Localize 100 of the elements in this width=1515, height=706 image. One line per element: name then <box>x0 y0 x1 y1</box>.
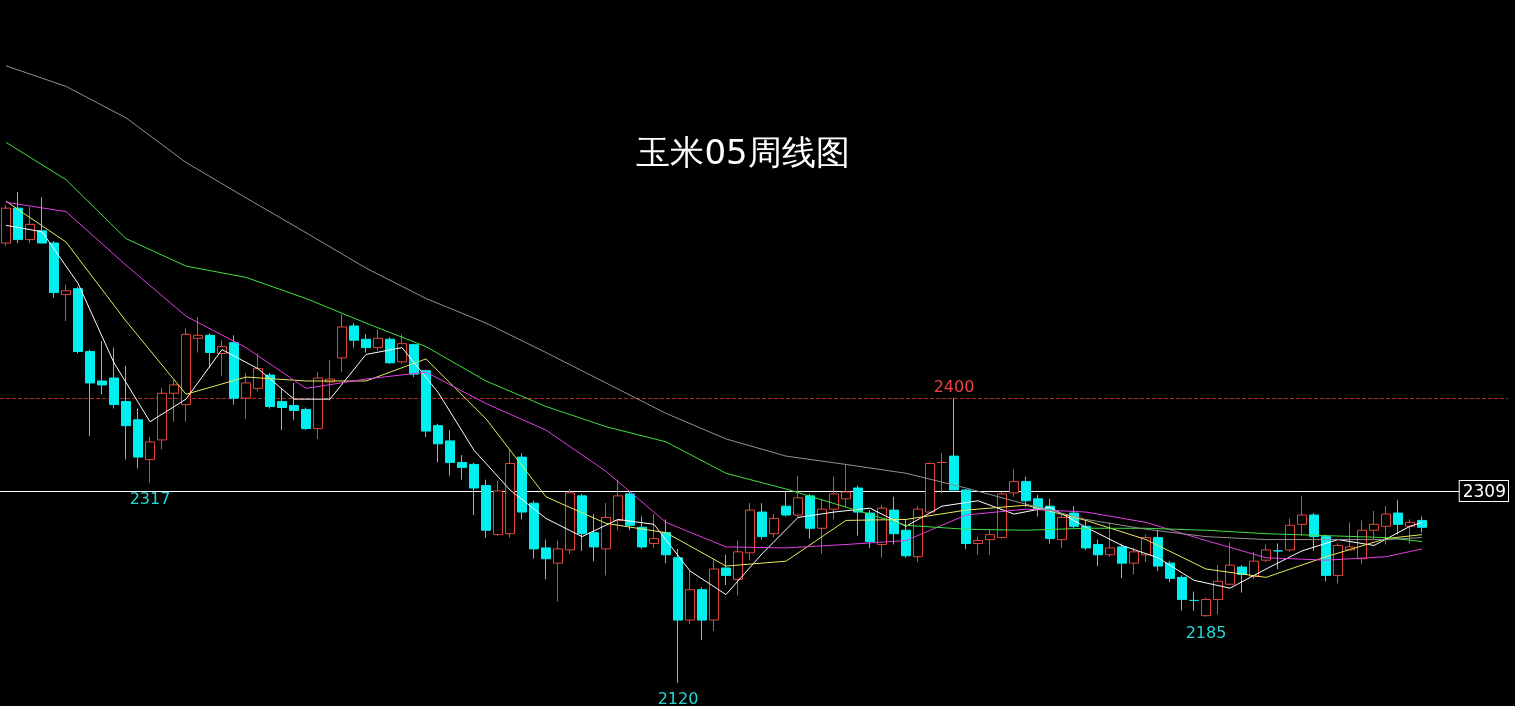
candlestick <box>1309 512 1319 552</box>
candlestick <box>1 204 11 247</box>
candlestick <box>85 349 95 437</box>
candlestick <box>577 493 587 552</box>
candlestick <box>1285 517 1295 553</box>
candlestick <box>109 347 119 409</box>
candlestick <box>805 493 815 540</box>
candlestick <box>985 529 995 556</box>
candlestick <box>169 379 179 423</box>
candlestick <box>541 539 551 580</box>
candlestick <box>313 371 323 440</box>
candlestick <box>241 372 251 420</box>
candlestick <box>121 365 131 461</box>
annotation: 2120 <box>657 689 699 706</box>
candlestick <box>469 461 479 516</box>
candlestick <box>901 518 911 559</box>
candlestick <box>1153 529 1163 572</box>
candlestick <box>745 502 755 561</box>
candlestick <box>769 513 779 539</box>
candlestick <box>637 515 647 550</box>
annotation: 2400 <box>933 376 975 396</box>
candlestick <box>781 491 791 517</box>
candlestick <box>1057 514 1067 549</box>
annotation: 2309 <box>1462 480 1506 501</box>
candlestick <box>841 463 851 508</box>
candlestick <box>685 569 695 625</box>
candlestick <box>433 423 443 463</box>
candlestick <box>73 286 83 354</box>
candlestick <box>973 536 983 556</box>
candlestick <box>457 454 467 481</box>
candlestick <box>1081 519 1091 551</box>
candlestick <box>61 284 71 322</box>
candlestick <box>601 502 611 576</box>
candlestick <box>733 540 743 597</box>
candlestick <box>1105 521 1115 558</box>
candlestick <box>709 558 719 632</box>
candlestick <box>25 206 35 244</box>
candlestick <box>817 498 827 555</box>
candlestick <box>925 461 935 514</box>
candlestick <box>301 407 311 431</box>
candlestick <box>1333 542 1343 584</box>
candlestick <box>1201 597 1211 618</box>
candlestick <box>1369 510 1379 541</box>
candlestick <box>1213 564 1223 616</box>
candlestick <box>157 387 167 450</box>
candlestick <box>697 586 707 641</box>
chart-title: 玉米05周线图 <box>636 132 850 172</box>
candlestick <box>625 491 635 531</box>
candlestick <box>97 340 107 395</box>
candlestick <box>289 382 299 421</box>
candlestick <box>1273 542 1283 570</box>
candlestick <box>721 554 731 586</box>
candlestick <box>265 372 275 409</box>
candlestick <box>937 452 947 494</box>
candlestick <box>1417 515 1427 534</box>
candlestick <box>481 479 491 539</box>
candlestick <box>277 387 287 431</box>
candlestick <box>853 485 863 537</box>
candlestick <box>1009 468 1019 498</box>
candlestick <box>349 322 359 349</box>
candlestick <box>181 327 191 423</box>
candlestick <box>517 452 527 520</box>
candlestick <box>505 448 515 539</box>
candlestick <box>1165 560 1175 583</box>
candlestick <box>565 488 575 555</box>
candlestick <box>421 369 431 438</box>
candlestick <box>229 334 239 406</box>
annotation: 2317 <box>129 489 171 509</box>
candlestick <box>589 513 599 562</box>
candlestick <box>1021 476 1031 508</box>
candlestick <box>385 336 395 365</box>
candlestick <box>1189 591 1199 612</box>
candlestick <box>205 332 215 369</box>
candlestick <box>373 328 383 352</box>
candlestick <box>673 548 683 684</box>
candlestick <box>1177 574 1187 612</box>
candlestick <box>613 479 623 531</box>
candlestick <box>445 429 455 477</box>
candlestick <box>829 476 839 520</box>
candlestick <box>13 191 23 244</box>
candlestick <box>529 500 539 560</box>
candlestick <box>493 480 503 537</box>
annotation: 2185 <box>1185 623 1227 643</box>
candlestick <box>1225 542 1235 586</box>
candlestick <box>649 513 659 549</box>
candlestick <box>145 436 155 484</box>
candlestick <box>1117 542 1127 579</box>
candlestick <box>757 502 767 541</box>
candlestick <box>337 313 347 373</box>
candlestick <box>49 240 59 299</box>
candlestick <box>193 316 203 354</box>
candlestick <box>553 540 563 602</box>
candlestick <box>793 475 803 518</box>
candlestick <box>361 333 371 354</box>
candlestick <box>1381 505 1391 545</box>
candlestick <box>1297 495 1307 537</box>
candlestick <box>1093 539 1103 567</box>
candlestick <box>949 397 959 491</box>
candlestick <box>1393 499 1403 536</box>
candlestick <box>133 407 143 469</box>
